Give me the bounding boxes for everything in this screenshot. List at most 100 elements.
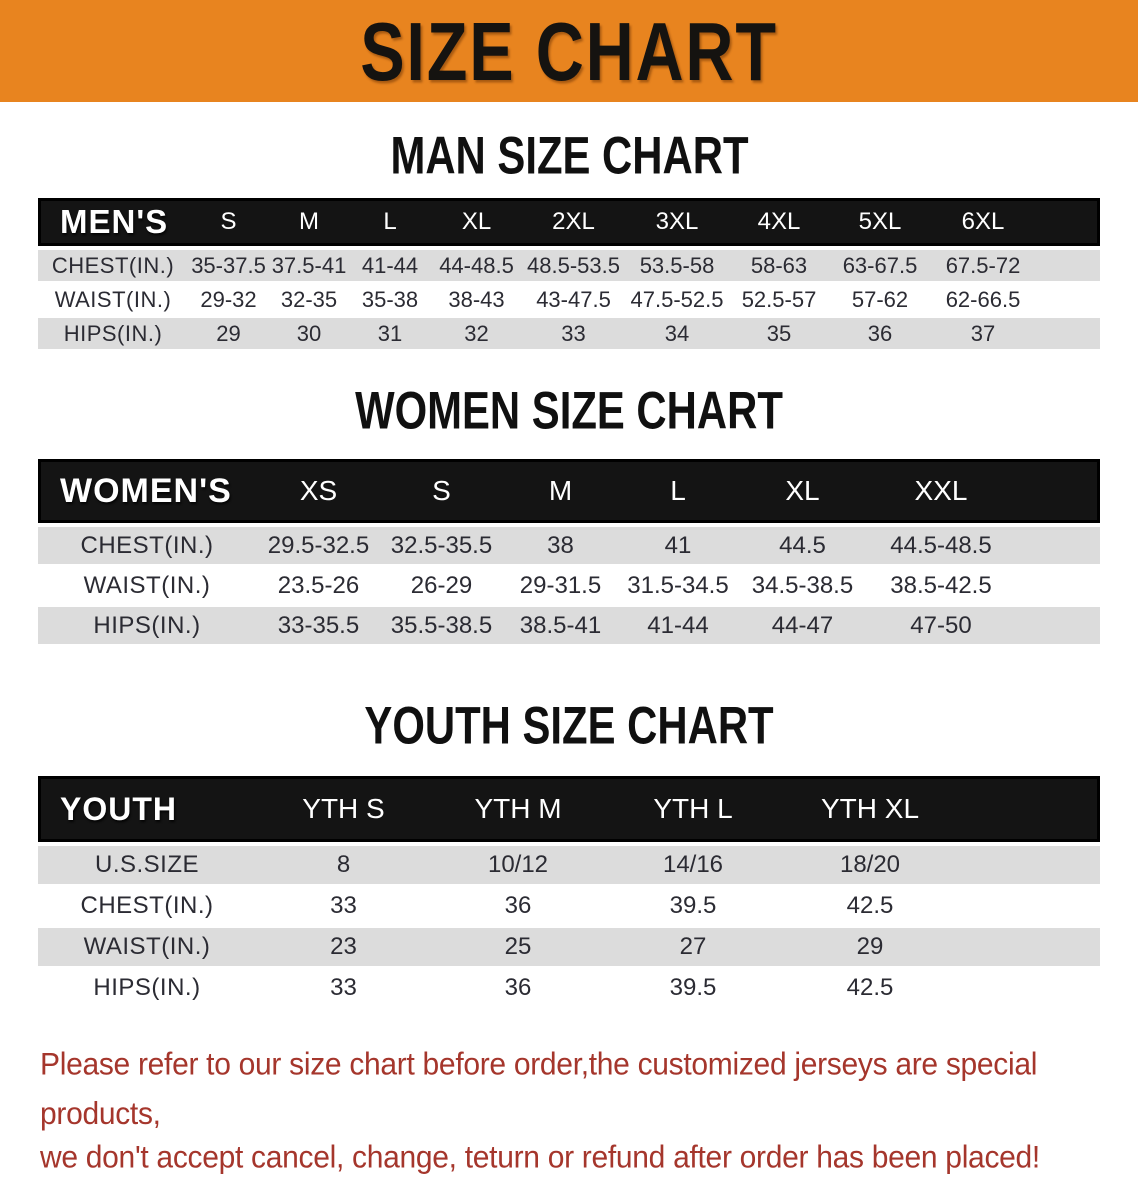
cell-value: 39.5 bbox=[669, 974, 717, 1001]
column-header: XXL bbox=[914, 475, 968, 506]
column-header: YTH L bbox=[653, 793, 733, 824]
cell-value: 43-47.5 bbox=[536, 286, 611, 312]
row-label: WAIST(IN.) bbox=[83, 933, 211, 960]
column-header: 6XL bbox=[961, 208, 1005, 235]
column-header: 2XL bbox=[552, 208, 595, 235]
cell-value: 38.5-42.5 bbox=[890, 571, 992, 599]
youth-section-title: YOUTH SIZE CHART bbox=[364, 695, 774, 756]
column-header: XL bbox=[785, 475, 820, 506]
cell-value: 10/12 bbox=[487, 851, 549, 878]
banner-title: SIZE CHART bbox=[360, 4, 778, 98]
cell-value: 58-63 bbox=[750, 252, 808, 278]
cell-value: 38 bbox=[547, 531, 574, 559]
cell-value: 29-32 bbox=[200, 286, 257, 312]
cell-value: 25 bbox=[504, 933, 532, 960]
cell-value: 30 bbox=[296, 320, 322, 346]
women-section-title: WOMEN SIZE CHART bbox=[355, 380, 783, 441]
column-header: S bbox=[220, 208, 237, 235]
section-youth: YOUTH SIZE CHART YOUTH YTH S YTH M YTH L YTH… bbox=[0, 695, 1138, 1007]
cell-value: 41-44 bbox=[361, 252, 419, 278]
cell-value: 32-35 bbox=[280, 286, 338, 312]
row-label: U.S.SIZE bbox=[94, 851, 200, 878]
cell-value: 36 bbox=[867, 320, 893, 346]
column-header: 3XL bbox=[655, 208, 699, 235]
cell-value: 35 bbox=[766, 320, 792, 346]
row-label: CHEST(IN.) bbox=[51, 252, 175, 278]
cell-value: 32 bbox=[464, 320, 489, 346]
cell-value: 14/16 bbox=[662, 851, 724, 878]
cell-value: 39.5 bbox=[669, 892, 717, 919]
table-header-label: WOMEN'S bbox=[60, 471, 232, 510]
table-header-row: WOMEN'S XS S M L XL XXL bbox=[38, 459, 1100, 523]
cell-value: 37.5-41 bbox=[271, 252, 347, 278]
cell-value: 52.5-57 bbox=[741, 286, 817, 312]
table-row: WAIST(IN.) 23.5-26 26-29 29-31.5 31.5-34.5 34… bbox=[38, 567, 1100, 604]
cell-value: 36 bbox=[504, 892, 532, 919]
cell-value: 67.5-72 bbox=[945, 252, 1021, 278]
column-header: L bbox=[670, 475, 686, 506]
cell-value: 38.5-41 bbox=[519, 611, 602, 639]
cell-value: 36 bbox=[504, 974, 532, 1001]
cell-value: 42.5 bbox=[846, 974, 894, 1001]
table-row: CHEST(IN.) 29.5-32.5 32.5-35.5 38 41 44.5 44.5… bbox=[38, 527, 1100, 564]
column-header: YTH XL bbox=[820, 793, 920, 824]
column-header: YTH M bbox=[474, 793, 562, 824]
cell-value: 31 bbox=[377, 320, 403, 346]
cell-value: 18/20 bbox=[839, 851, 901, 878]
table-row: WAIST(IN.) 23 25 27 29 bbox=[38, 928, 1100, 966]
men-size-table: MEN'S S M L XL 2XL 3XL 4XL 5XL 6XL CHEST(IN.) 35-37… bbox=[38, 198, 1100, 349]
table-row: U.S.SIZE 8 10/12 14/16 18/20 bbox=[38, 846, 1100, 884]
section-women: WOMEN SIZE CHART WOMEN'S XS S M L XL XXL CHEST(… bbox=[0, 380, 1138, 644]
cell-value: 63-67.5 bbox=[842, 252, 918, 278]
cell-value: 42.5 bbox=[846, 892, 894, 919]
cell-value: 27 bbox=[679, 933, 707, 960]
cell-value: 44-48.5 bbox=[439, 252, 514, 278]
table-row: HIPS(IN.) 29 30 31 32 33 34 35 36 37 bbox=[38, 318, 1100, 349]
cell-value: 32.5-35.5 bbox=[390, 531, 493, 559]
youth-size-table: YOUTH YTH S YTH M YTH L YTH XL U.S.SIZE 8 10/12… bbox=[38, 776, 1100, 1007]
cell-value: 44-47 bbox=[771, 611, 834, 639]
cell-value: 29 bbox=[216, 320, 241, 346]
table-row: WAIST(IN.) 29-32 32-35 35-38 38-43 43-47.5 47.… bbox=[38, 284, 1100, 315]
row-label: WAIST(IN.) bbox=[83, 571, 211, 599]
cell-value: 33 bbox=[561, 320, 586, 346]
cell-value: 53.5-58 bbox=[639, 252, 715, 278]
cell-value: 37 bbox=[970, 320, 996, 346]
cell-value: 31.5-34.5 bbox=[627, 571, 729, 599]
table-header-label: YOUTH bbox=[60, 790, 177, 827]
cell-value: 41-44 bbox=[647, 611, 709, 639]
cell-value: 8 bbox=[336, 851, 351, 878]
disclaimer: Please refer to our size chart before or… bbox=[40, 1041, 1108, 1181]
cell-value: 41 bbox=[664, 531, 692, 559]
table-header-label: MEN'S bbox=[60, 203, 169, 240]
cell-value: 57-62 bbox=[851, 286, 909, 312]
table-row: CHEST(IN.) 35-37.5 37.5-41 41-44 44-48.5 48.5… bbox=[38, 250, 1100, 281]
cell-value: 34 bbox=[664, 320, 690, 346]
column-header: XS bbox=[299, 475, 338, 506]
cell-value: 29-31.5 bbox=[519, 571, 602, 599]
cell-value: 35-38 bbox=[361, 286, 419, 312]
women-size-table: WOMEN'S XS S M L XL XXL CHEST(IN.) 29.5-32.5 32.5… bbox=[38, 459, 1100, 644]
column-header: 4XL bbox=[757, 208, 801, 235]
table-row: HIPS(IN.) 33 36 39.5 42.5 bbox=[38, 969, 1100, 1007]
row-label: CHEST(IN.) bbox=[80, 892, 214, 919]
cell-value: 62-66.5 bbox=[945, 286, 1021, 312]
table-header-row: YOUTH YTH S YTH M YTH L YTH XL bbox=[38, 776, 1100, 842]
table-header-row: MEN'S S M L XL 2XL 3XL 4XL 5XL 6XL bbox=[38, 198, 1100, 246]
banner: SIZE CHART bbox=[0, 0, 1138, 102]
cell-value: 23 bbox=[330, 933, 357, 960]
cell-value: 35.5-38.5 bbox=[390, 611, 493, 639]
table-row: CHEST(IN.) 33 36 39.5 42.5 bbox=[38, 887, 1100, 925]
cell-value: 29 bbox=[856, 933, 884, 960]
cell-value: 38-43 bbox=[448, 286, 505, 312]
section-men: MAN SIZE CHART MEN'S S M L XL 2XL 3XL 4XL 5XL 6XL… bbox=[0, 125, 1138, 349]
column-header: 5XL bbox=[858, 208, 902, 235]
cell-value: 44.5 bbox=[779, 531, 826, 559]
cell-value: 26-29 bbox=[410, 571, 473, 599]
men-section-title: MAN SIZE CHART bbox=[389, 125, 749, 186]
cell-value: 33 bbox=[330, 892, 357, 919]
cell-value: 29.5-32.5 bbox=[267, 531, 370, 559]
cell-value: 23.5-26 bbox=[277, 571, 360, 599]
row-label: CHEST(IN.) bbox=[80, 531, 214, 559]
